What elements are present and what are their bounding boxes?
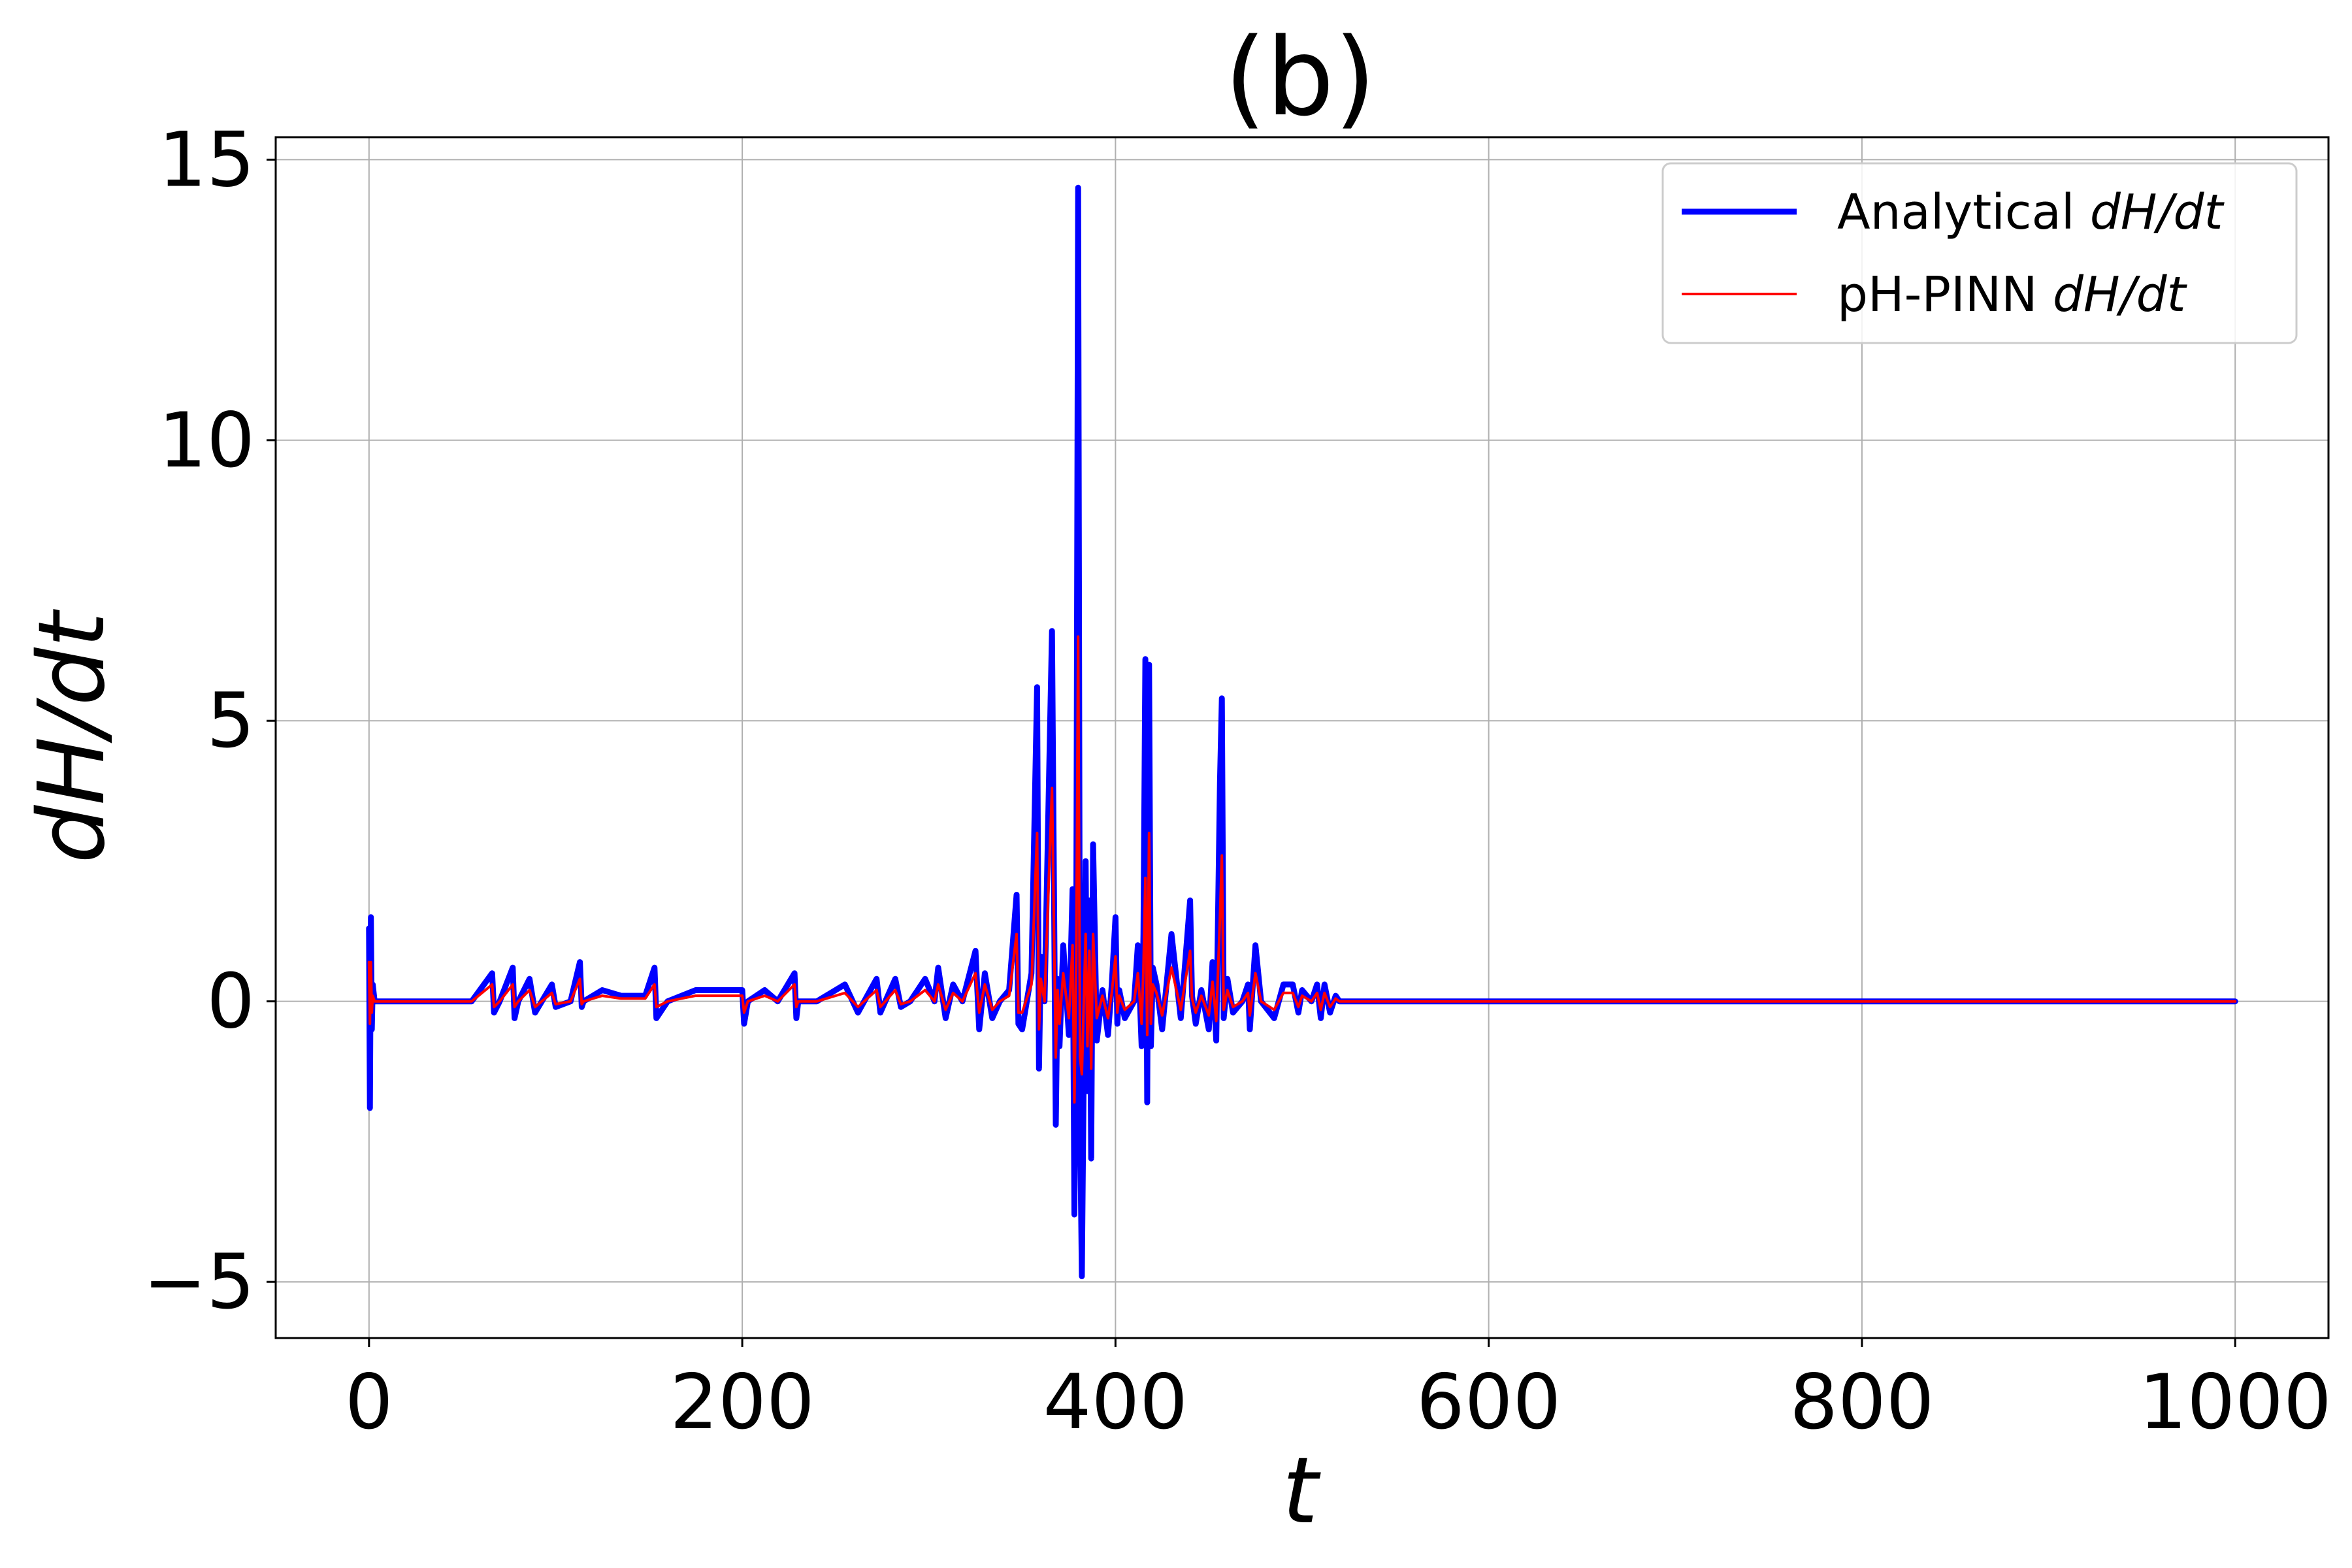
- legend: Analytical dH/dt pH-PINN dH/dt: [1661, 162, 2298, 344]
- x-tick-label: 400: [1043, 1358, 1188, 1446]
- legend-label-analytical: Analytical dH/dt: [1837, 184, 2225, 240]
- y-tick-label: −5: [143, 1238, 255, 1326]
- y-tick-label: 15: [158, 116, 255, 204]
- legend-label-pinn-math: dH/dt: [2053, 267, 2188, 323]
- chart-title: (b): [1224, 15, 1376, 140]
- x-tick-label: 200: [670, 1358, 814, 1446]
- legend-box: [1661, 162, 2298, 344]
- series-line-analytical: [366, 184, 2238, 1279]
- x-ticks: 0 200 400 600 800 1000: [345, 1338, 2332, 1446]
- legend-label-analytical-prefix: Analytical: [1837, 184, 2090, 240]
- x-tick-label: 1000: [2139, 1358, 2332, 1446]
- plot-frame: [274, 136, 2330, 1339]
- legend-label-analytical-math: dH/dt: [2090, 184, 2225, 240]
- x-tick-label: 800: [1789, 1358, 1934, 1446]
- y-tick-label: 5: [206, 677, 255, 765]
- y-axis-label: dH/dt: [19, 608, 125, 863]
- legend-label-pinn-prefix: pH-PINN: [1837, 267, 2053, 323]
- x-tick-label: 0: [345, 1358, 393, 1446]
- y-tick-label: 0: [206, 958, 255, 1046]
- legend-label-pinn: pH-PINN dH/dt: [1837, 267, 2188, 323]
- series-line-pinn: [367, 635, 2237, 1104]
- series-layer: [366, 184, 2238, 1279]
- y-tick-label: 10: [158, 397, 255, 485]
- x-axis-label: t: [1282, 1438, 1322, 1544]
- x-tick-label: 600: [1416, 1358, 1561, 1446]
- y-ticks: −5 0 5 10 15: [143, 116, 276, 1326]
